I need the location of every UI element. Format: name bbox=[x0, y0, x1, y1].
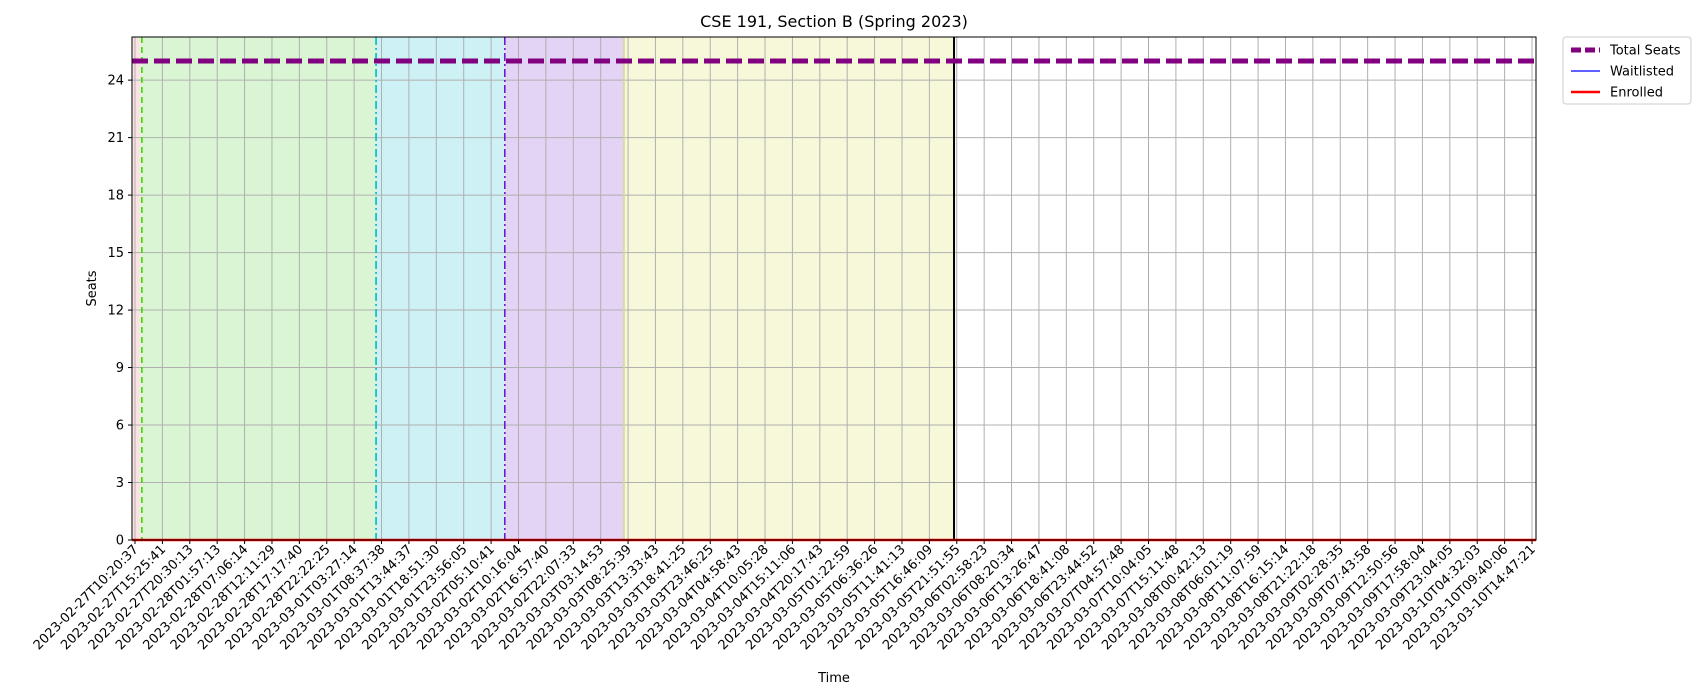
x-axis-label: Time bbox=[817, 671, 850, 686]
legend: Total Seats Waitlisted Enrolled bbox=[1562, 36, 1692, 105]
plot-frame bbox=[131, 36, 1537, 541]
period-markers bbox=[141, 37, 956, 540]
shaded-region-3 bbox=[376, 37, 505, 540]
shaded-region-1 bbox=[132, 37, 142, 540]
y-tick-label: 18 bbox=[107, 189, 124, 204]
y-tick-label: 0 bbox=[116, 534, 124, 549]
legend-label: Total Seats bbox=[1609, 44, 1681, 59]
y-axis-ticks: 0 3 6 9 12 15 18 21 24 bbox=[107, 74, 132, 549]
legend-label: Waitlisted bbox=[1610, 65, 1674, 80]
shaded-region-2 bbox=[141, 37, 377, 540]
shaded-regions bbox=[132, 37, 955, 540]
y-tick-label: 9 bbox=[116, 361, 124, 376]
shaded-region-4 bbox=[504, 37, 624, 540]
y-tick-label: 6 bbox=[116, 419, 124, 434]
shaded-region-5 bbox=[623, 37, 955, 540]
y-tick-label: 12 bbox=[107, 304, 124, 319]
y-tick-label: 21 bbox=[107, 131, 124, 146]
legend-box bbox=[1562, 36, 1692, 105]
chart-title: CSE 191, Section B (Spring 2023) bbox=[700, 12, 968, 31]
y-tick-label: 24 bbox=[107, 74, 124, 89]
y-axis-label: Seats bbox=[85, 270, 100, 306]
x-axis-ticks: 2023-02-27T10:20:372023-02-27T15:25:4120… bbox=[31, 540, 1539, 653]
y-tick-label: 15 bbox=[107, 246, 124, 261]
grid bbox=[132, 37, 1536, 541]
legend-label: Enrolled bbox=[1610, 86, 1663, 101]
y-tick-label: 3 bbox=[116, 476, 124, 491]
